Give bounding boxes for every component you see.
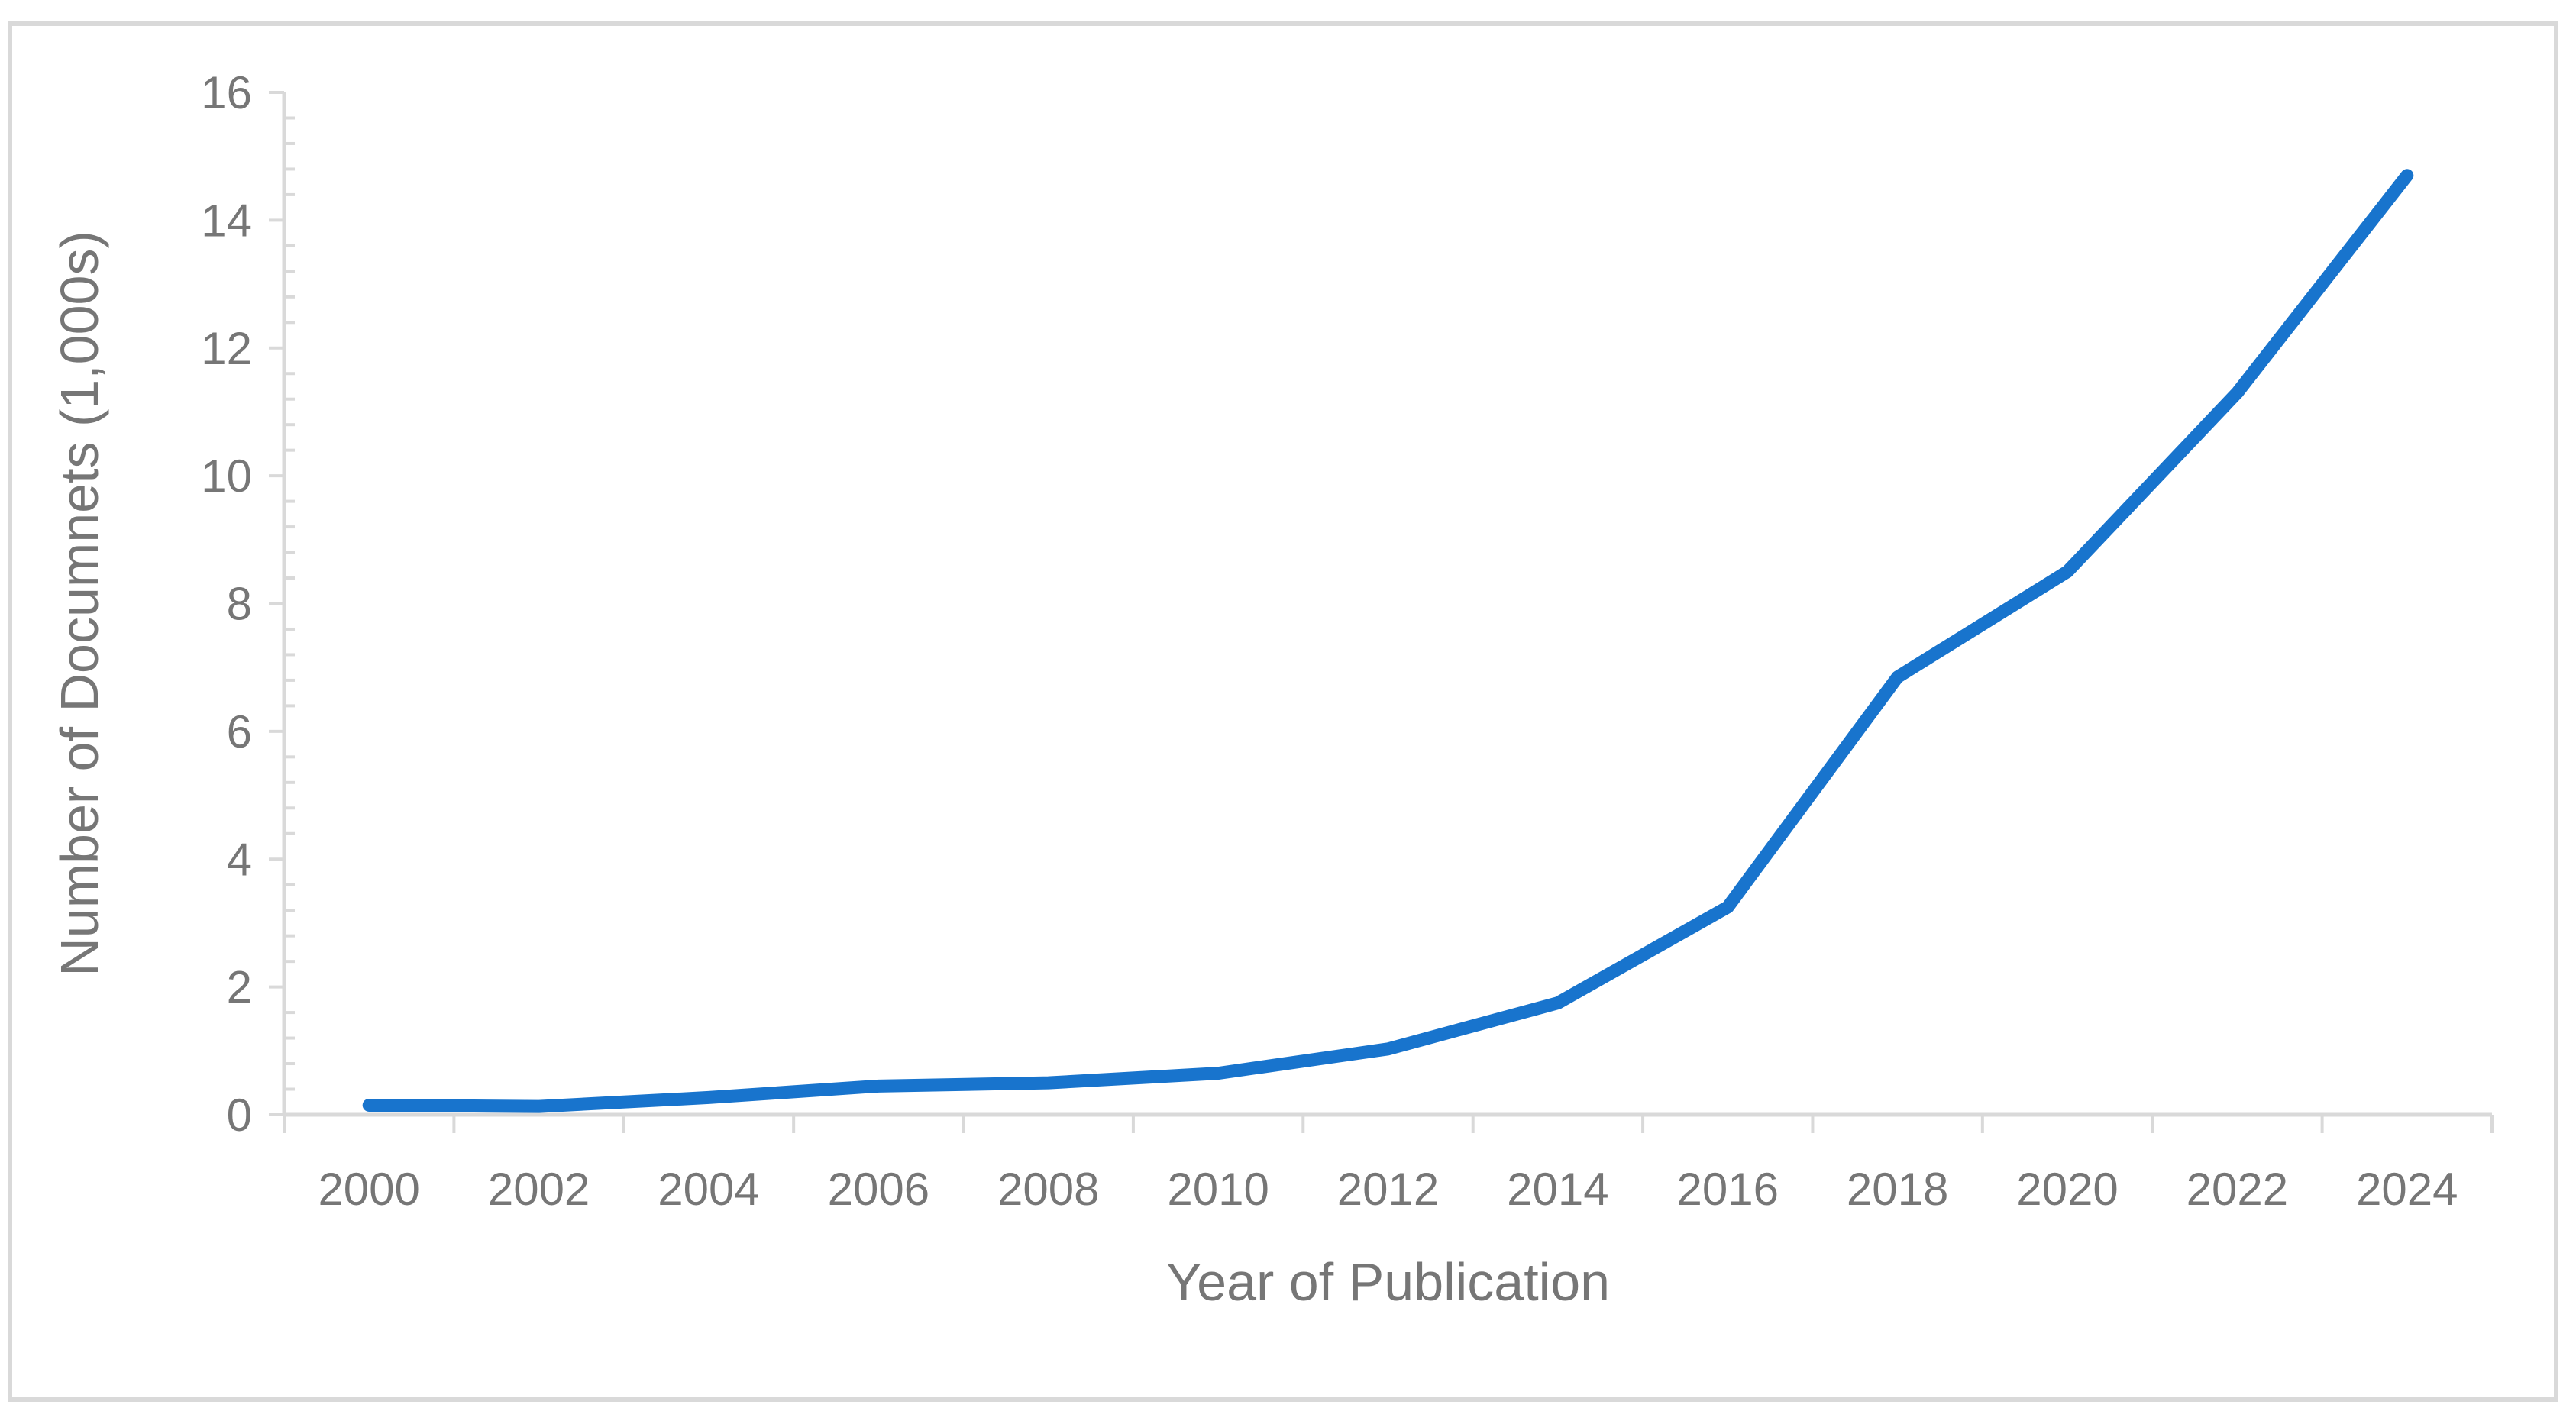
x-axis-ticks: [283, 1115, 2494, 1133]
x-tick-label: 2010: [1167, 1164, 1269, 1215]
y-tick-label: 10: [201, 450, 252, 502]
y-tick-label: 8: [227, 579, 252, 630]
y-axis-title: Number of Documnets (1,000s): [50, 231, 109, 977]
x-tick-label: 2006: [828, 1164, 929, 1215]
x-tick-label: 2024: [2356, 1164, 2458, 1215]
x-tick-label: 2004: [658, 1164, 759, 1215]
y-tick-label: 12: [201, 323, 252, 374]
x-tick-label: 2022: [2187, 1164, 2288, 1215]
x-tick-label: 2000: [318, 1164, 419, 1215]
x-tick-label: 2020: [2016, 1164, 2118, 1215]
y-tick-label: 16: [201, 67, 252, 118]
y-tick-label: 2: [227, 962, 252, 1013]
y-tick-label: 0: [227, 1090, 252, 1141]
y-axis-ticks: [269, 91, 295, 1116]
x-tick-label: 2018: [1847, 1164, 1948, 1215]
chart-frame: [8, 21, 2558, 1402]
y-axis-tick-labels: 0 2 4 6 8 10 12 14 16: [201, 67, 252, 1141]
x-axis-tick-labels: 2000 2002 2004 2006 2008 2010 2012 2014 2016 2018…: [318, 1164, 2458, 1215]
x-tick-label: 2002: [488, 1164, 590, 1215]
y-tick-label: 6: [227, 706, 252, 757]
x-tick-label: 2014: [1507, 1164, 1608, 1215]
series-line: [362, 169, 2414, 1113]
x-tick-label: 2012: [1337, 1164, 1439, 1215]
y-tick-label: 14: [201, 195, 252, 246]
y-tick-label: 4: [227, 834, 252, 885]
x-tick-label: 2016: [1677, 1164, 1779, 1215]
x-axis-title: Year of Publication: [1166, 1252, 1610, 1312]
x-tick-label: 2008: [997, 1164, 1099, 1215]
